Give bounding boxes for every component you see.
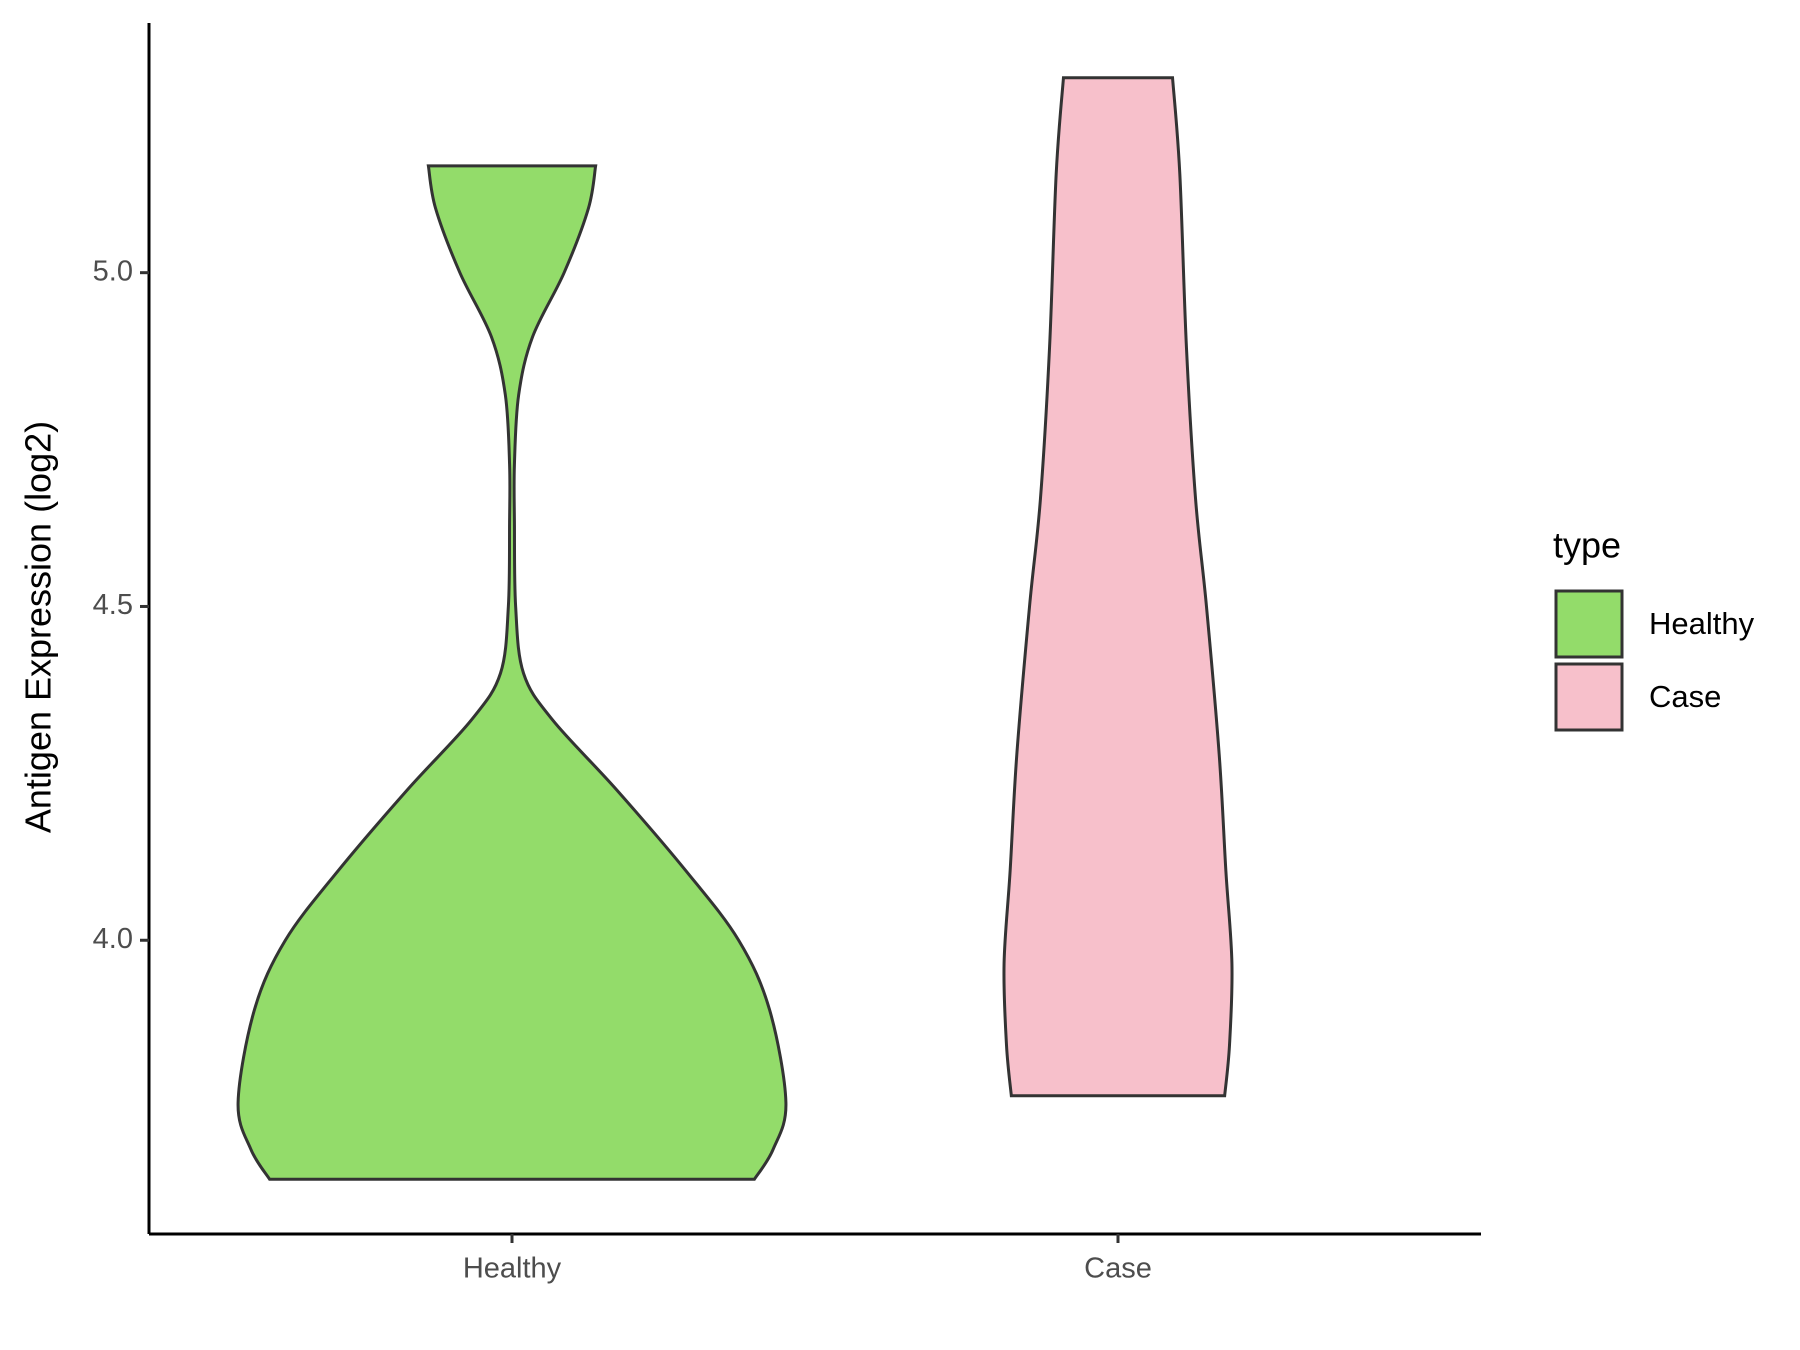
- legend-title: type: [1553, 525, 1621, 566]
- legend-key: [1554, 662, 1624, 732]
- legend-label: Case: [1649, 679, 1721, 714]
- y-tick-label: 4.0: [93, 923, 133, 955]
- violin: [1002, 76, 1234, 1098]
- legend-key: [1554, 589, 1624, 659]
- x-tick-label: Case: [1084, 1253, 1152, 1285]
- y-axis-label: Antigen Expression (log2): [18, 421, 59, 833]
- legend-label: Healthy: [1649, 606, 1755, 641]
- y-tick-label: 4.5: [93, 589, 133, 621]
- violin: [236, 164, 788, 1181]
- x-tick-label: Healthy: [463, 1253, 562, 1285]
- y-tick-label: 5.0: [93, 255, 133, 287]
